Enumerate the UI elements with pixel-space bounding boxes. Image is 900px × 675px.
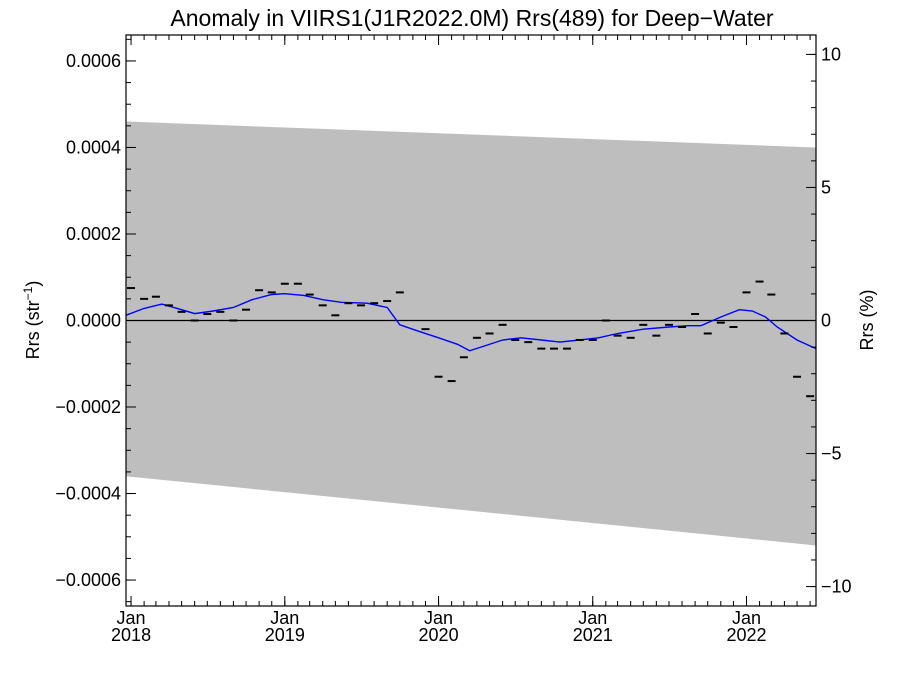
right-tick-label: 5	[821, 177, 831, 197]
left-tick-label: 0.0000	[66, 311, 121, 331]
left-tick-label: −0.0002	[55, 397, 121, 417]
x-tick-month: Jan	[424, 608, 453, 628]
band-polygon	[126, 121, 816, 546]
smoothed-series	[125, 292, 817, 352]
x-tick-month: Jan	[578, 608, 607, 628]
monthly-anomaly-markers	[127, 280, 815, 398]
x-tick-year: 2021	[573, 625, 613, 645]
left-axis-label-superscript: −1	[21, 286, 35, 300]
right-tick-label: 0	[821, 311, 831, 331]
smoothed-line	[125, 292, 817, 352]
x-tick-year: 2019	[265, 625, 305, 645]
left-tick-label: 0.0006	[66, 51, 121, 71]
x-tick-year: 2018	[111, 625, 151, 645]
left-axis-label-close: )	[23, 281, 43, 287]
left-tick-label: −0.0004	[55, 484, 121, 504]
left-tick-label: −0.0006	[55, 570, 121, 590]
x-tick-month: Jan	[270, 608, 299, 628]
uncertainty-band	[126, 121, 816, 546]
right-y-axis: 10 5 0 −5 −10	[806, 44, 852, 597]
left-tick-label: 0.0002	[66, 224, 121, 244]
x-tick-year: 2022	[726, 625, 766, 645]
right-tick-label: −5	[821, 444, 842, 464]
right-tick-label: 10	[821, 44, 841, 64]
x-tick-month: Jan	[732, 608, 761, 628]
left-tick-label: 0.0004	[66, 137, 121, 157]
left-y-axis: 0.0006 0.0004 0.0002 0.0000 −0.0002 −0.0004 −0…	[55, 38, 136, 603]
x-tick-month: Jan	[117, 608, 146, 628]
right-axis-label: Rrs (%)	[857, 290, 877, 351]
x-tick-year: 2020	[419, 625, 459, 645]
chart-title: Anomaly in VIIRS1(J1R2022.0M) Rrs(489) f…	[170, 5, 773, 31]
left-axis-label: Rrs (str−1)	[21, 281, 43, 360]
right-tick-label: −10	[821, 577, 852, 597]
left-axis-label-main: Rrs (str	[23, 300, 43, 359]
